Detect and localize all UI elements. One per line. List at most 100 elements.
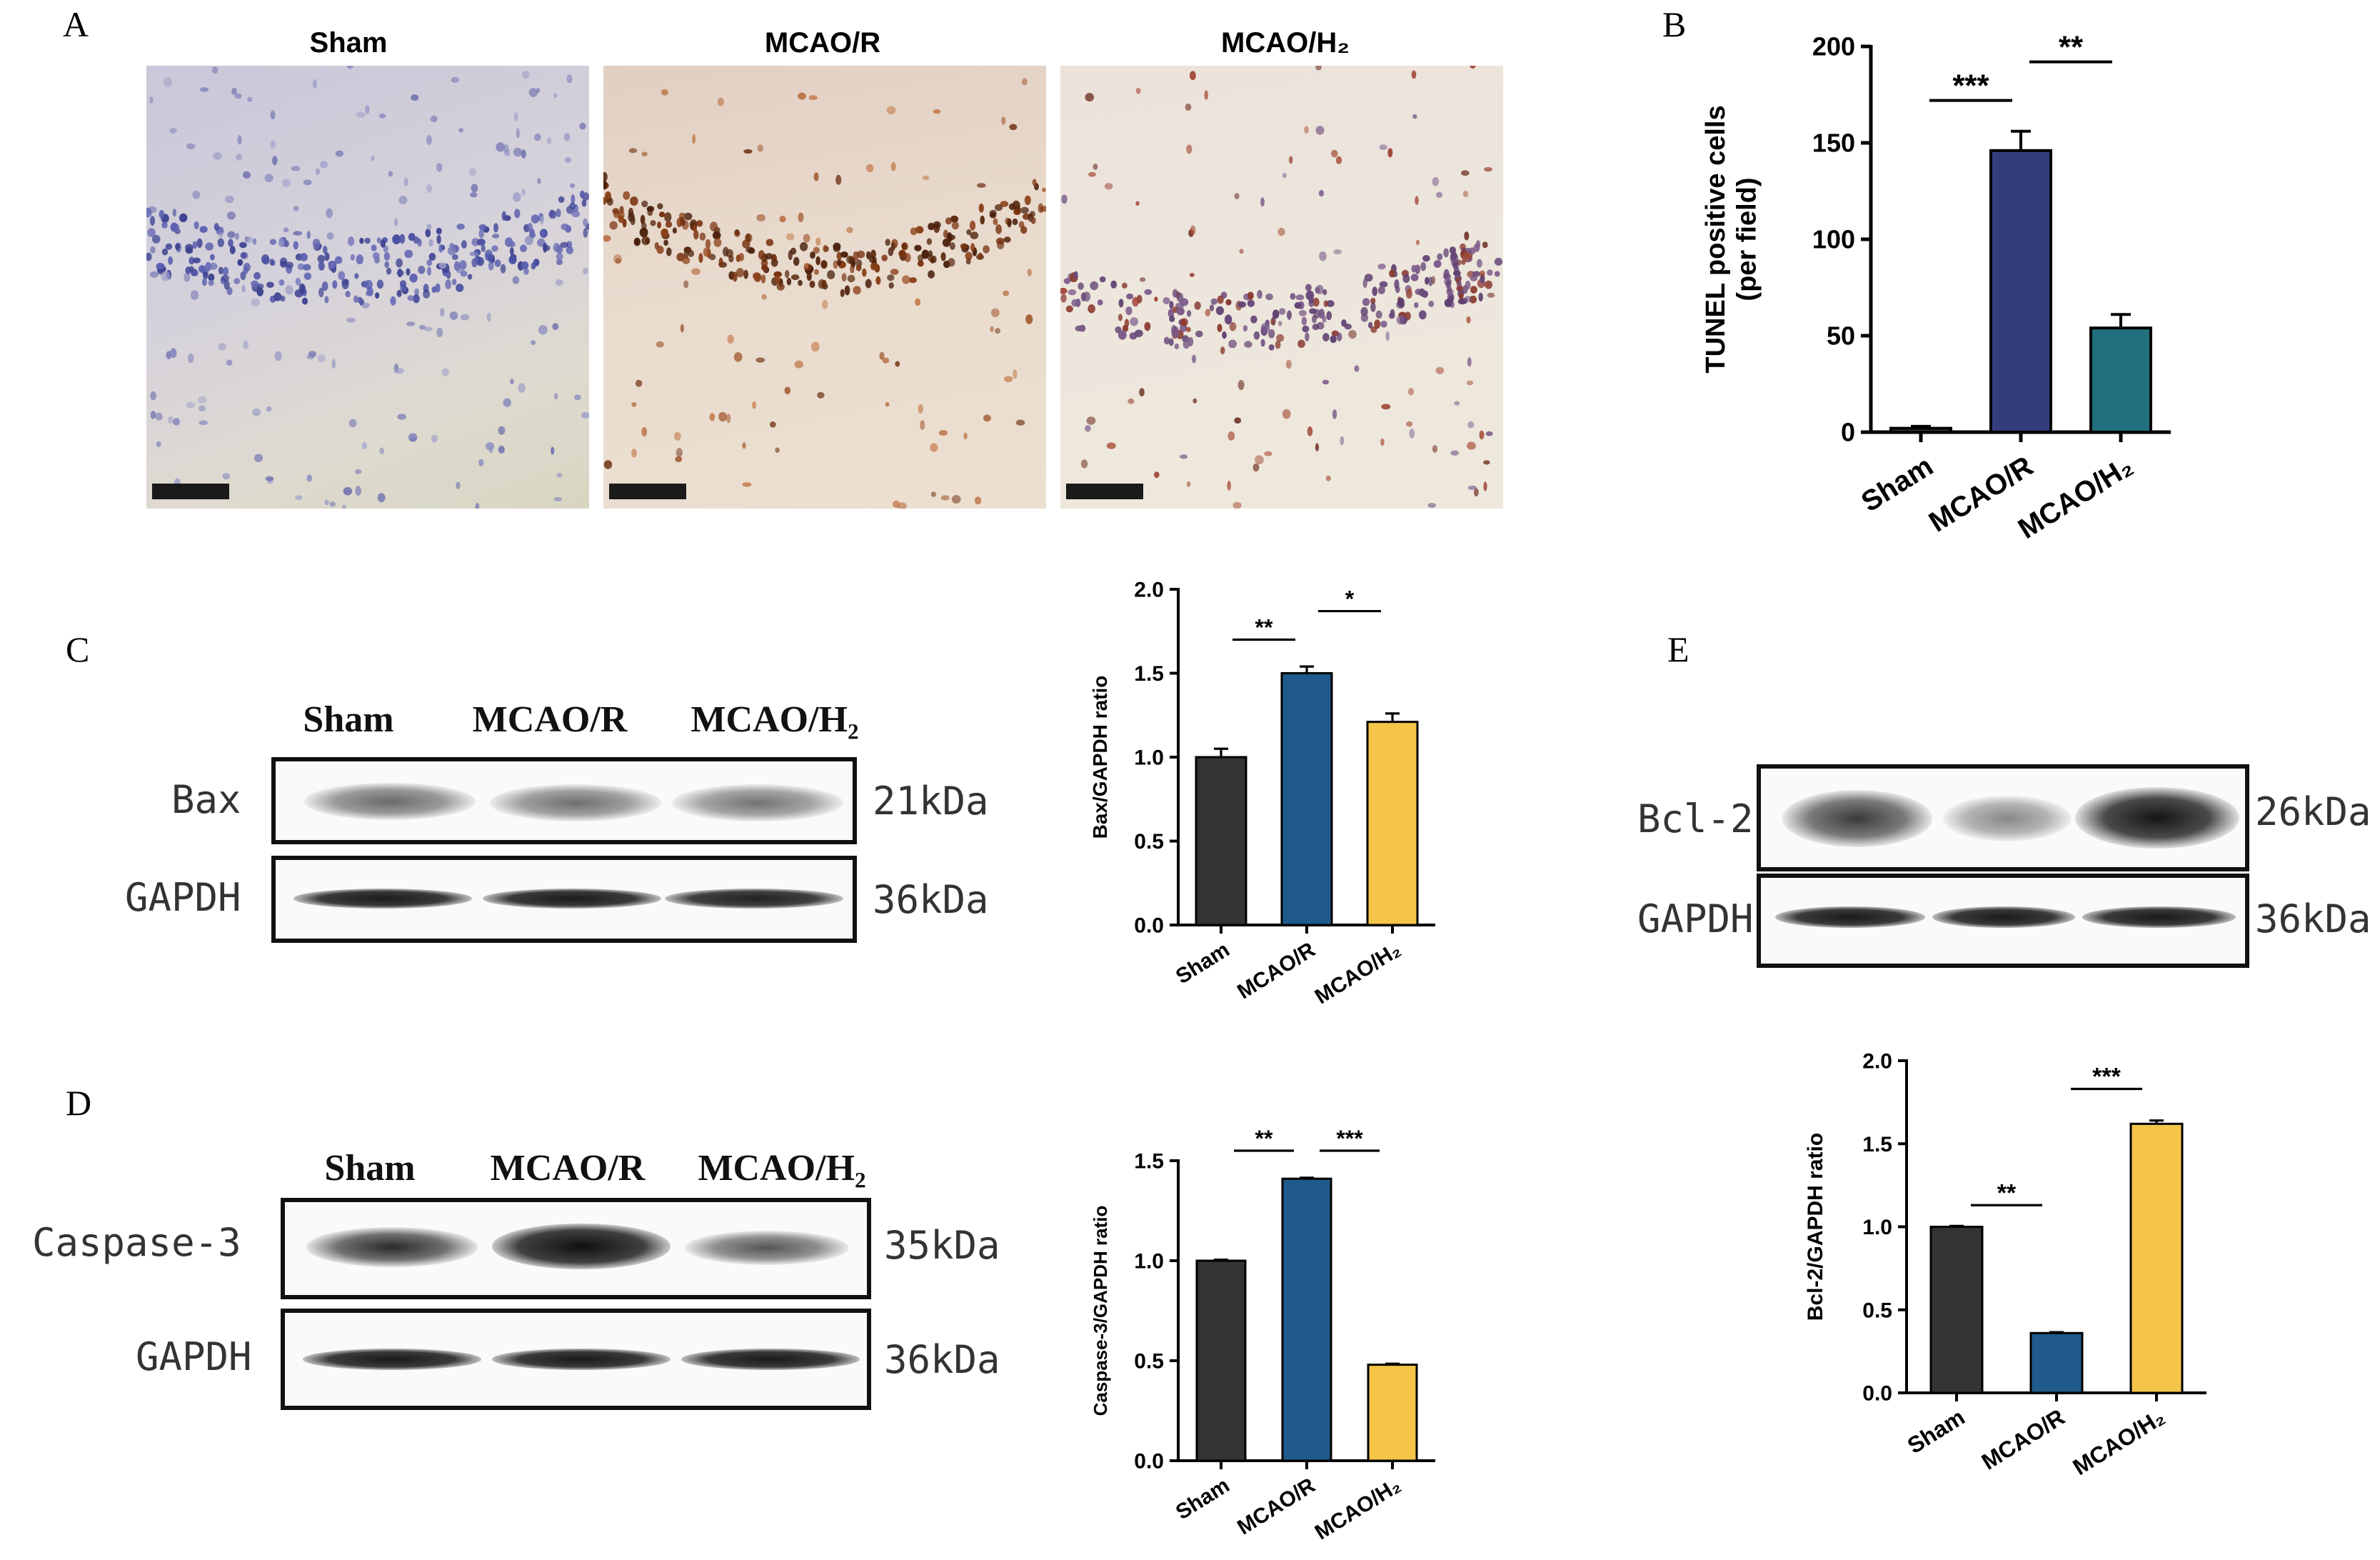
cell-nucleus xyxy=(947,232,953,243)
panel-label-b: B xyxy=(1662,4,1687,44)
cell-nucleus xyxy=(635,379,643,387)
cell-nucleus xyxy=(161,221,168,229)
cell-nucleus xyxy=(406,321,416,326)
cell-nucleus xyxy=(965,258,971,265)
blot-d-gapdh xyxy=(281,1309,871,1410)
cell-nucleus xyxy=(1247,291,1254,300)
cell-nucleus xyxy=(278,237,285,247)
cell-nucleus xyxy=(1315,66,1322,71)
cell-nucleus xyxy=(1083,291,1090,302)
micrograph-mcaor-cells xyxy=(603,78,1046,509)
cell-nucleus xyxy=(717,97,724,106)
panel-label-d: D xyxy=(66,1083,92,1123)
cell-nucleus xyxy=(534,133,541,141)
cell-nucleus xyxy=(1479,430,1485,440)
cell-nucleus xyxy=(794,360,804,369)
cell-nucleus xyxy=(293,241,298,250)
band xyxy=(304,783,476,820)
cell-nucleus xyxy=(347,236,355,246)
cell-nucleus xyxy=(396,258,403,268)
cell-nucleus xyxy=(293,231,303,236)
y-tick-label: 2.0 xyxy=(1134,579,1164,602)
cell-nucleus xyxy=(761,264,768,271)
cell-nucleus xyxy=(605,191,611,200)
band xyxy=(2082,906,2236,928)
cell-nucleus xyxy=(423,289,431,299)
cell-nucleus xyxy=(1172,289,1178,298)
cell-nucleus xyxy=(1180,298,1189,306)
cell-nucleus xyxy=(384,261,389,269)
cell-nucleus xyxy=(1377,286,1385,294)
cell-nucleus xyxy=(371,155,375,161)
cell-nucleus xyxy=(563,133,571,141)
cell-nucleus xyxy=(1012,200,1020,211)
cell-nucleus xyxy=(1106,442,1116,449)
cell-nucleus xyxy=(264,174,273,183)
cell-nucleus xyxy=(1480,274,1485,284)
cell-nucleus xyxy=(995,224,1003,234)
cell-nucleus xyxy=(672,227,677,234)
cell-nucleus xyxy=(403,177,408,186)
cell-nucleus xyxy=(940,495,950,501)
cell-nucleus xyxy=(553,243,561,252)
x-category-label: Sham xyxy=(1856,450,1939,518)
cell-nucleus xyxy=(1315,126,1325,135)
cell-nucleus xyxy=(938,430,948,436)
cell-nucleus xyxy=(815,256,820,266)
blot-d-caspase-label: Caspase-3 xyxy=(32,1220,241,1265)
cell-nucleus xyxy=(491,245,498,252)
cell-nucleus xyxy=(815,237,821,246)
cell-nucleus xyxy=(1379,281,1388,288)
cell-nucleus xyxy=(1287,310,1292,320)
cell-nucleus xyxy=(753,273,762,282)
cell-nucleus xyxy=(980,215,985,225)
cell-nucleus xyxy=(765,253,773,260)
cell-nucleus xyxy=(159,209,165,219)
micrograph-title-mcaor: MCAO/R xyxy=(764,27,881,59)
cell-nucleus xyxy=(478,229,484,239)
cell-nucleus xyxy=(371,244,377,251)
cell-nucleus xyxy=(1169,315,1175,322)
cell-nucleus xyxy=(353,295,358,304)
cell-nucleus xyxy=(1099,276,1106,283)
cell-nucleus xyxy=(699,232,706,241)
cell-nucleus xyxy=(147,228,156,237)
cell-nucleus xyxy=(885,402,890,407)
cell-nucleus xyxy=(373,256,381,264)
cell-nucleus xyxy=(579,122,586,130)
cell-nucleus xyxy=(983,414,991,422)
cell-nucleus xyxy=(1255,455,1264,465)
cell-nucleus xyxy=(1482,241,1488,249)
cell-nucleus xyxy=(1409,429,1415,439)
cell-nucleus xyxy=(150,411,156,419)
cell-nucleus xyxy=(1470,275,1478,281)
cell-nucleus xyxy=(376,237,381,244)
cell-nucleus xyxy=(208,279,214,286)
cell-nucleus xyxy=(285,285,293,295)
cell-nucleus xyxy=(411,94,419,101)
cell-nucleus xyxy=(951,221,959,230)
cell-nucleus xyxy=(1088,304,1095,314)
cell-nucleus xyxy=(397,414,406,420)
cell-nucleus xyxy=(478,459,484,466)
cell-nucleus xyxy=(452,254,458,260)
blot-c-header-sham: Sham xyxy=(303,699,394,740)
cell-nucleus xyxy=(380,239,386,248)
cell-nucleus xyxy=(1370,302,1376,312)
cell-nucleus xyxy=(468,168,476,176)
cell-nucleus xyxy=(888,282,894,289)
blot-e-gapdh-kda: 36kDa xyxy=(2255,896,2371,941)
cell-nucleus xyxy=(149,216,156,226)
cell-nucleus xyxy=(1494,257,1503,266)
blot-d-header-mcaoh2: MCAO/H₂ xyxy=(698,1148,866,1189)
panel-label-e: E xyxy=(1667,629,1689,669)
cell-nucleus xyxy=(1132,296,1139,307)
cell-nucleus xyxy=(234,278,241,284)
cell-nucleus xyxy=(709,413,715,421)
cell-nucleus xyxy=(865,251,871,260)
cell-nucleus xyxy=(1277,321,1282,326)
blot-d-caspase-kda: 35kDa xyxy=(884,1223,1000,1268)
cell-nucleus xyxy=(1414,302,1419,309)
cell-nucleus xyxy=(426,184,433,194)
cell-nucleus xyxy=(977,183,986,188)
